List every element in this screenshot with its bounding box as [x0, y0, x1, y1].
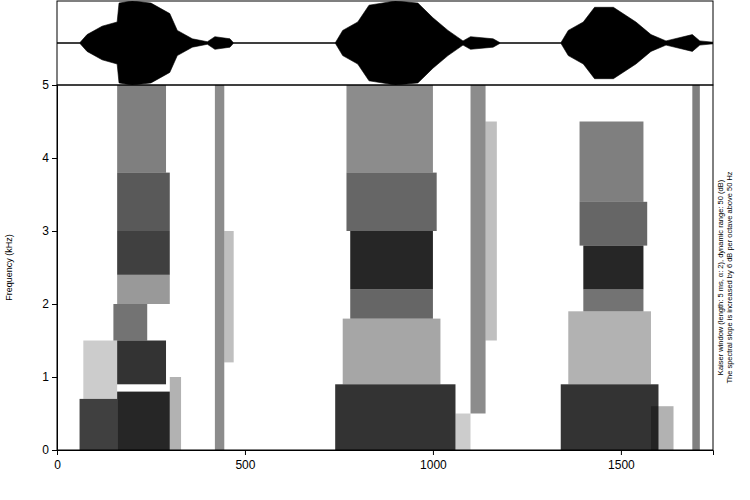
- x-tick-label: 500: [235, 458, 255, 472]
- y-tick: 4: [42, 151, 57, 165]
- spectrogram-cell: [224, 231, 233, 362]
- spectrogram-cell: [117, 341, 166, 385]
- x-tick-mark: [245, 450, 246, 455]
- y-tick-mark: [52, 231, 57, 232]
- y-tick-mark: [52, 304, 57, 305]
- spectrogram-cell: [580, 202, 648, 246]
- spectrogram-cell: [117, 231, 170, 275]
- spectrogram-cell: [692, 85, 700, 450]
- area-panel: [57, 1, 713, 85]
- spectrogram-cell: [561, 384, 659, 450]
- plot-area: [57, 1, 713, 85]
- spectrogram-cell: [335, 384, 455, 450]
- spectrogram-cell: [117, 392, 170, 450]
- y-tick-label: 4: [42, 151, 49, 165]
- spectrogram-cell: [80, 399, 118, 450]
- spectrogram-cell: [583, 289, 643, 311]
- x-tick-mark: [621, 450, 622, 455]
- x-axis: 0 500 1000 1500: [54, 450, 713, 472]
- y-tick-label: 2: [42, 297, 49, 311]
- plot-area: [80, 85, 700, 450]
- spectrogram-cell: [350, 231, 433, 289]
- y-tick-mark: [52, 377, 57, 378]
- spectrogram-cell: [346, 85, 432, 173]
- x-tick: 1500: [608, 450, 635, 472]
- spectrogram-cell: [346, 173, 436, 231]
- spectrogram-cell: [83, 341, 117, 399]
- y-axis: 0 1 2 3 4 5: [42, 78, 57, 457]
- y-tick-label: 3: [42, 224, 49, 238]
- y-axis-line: [52, 86, 58, 451]
- spectrogram-cell: [215, 85, 224, 450]
- x-tick: 0: [54, 450, 61, 472]
- x-tick-label: 1000: [420, 458, 447, 472]
- chart-root: 0 500 1000 1500 0 1 2 3 4 5 Frequency (kHz) Kaiser …: [0, 0, 750, 500]
- heatmap-panel: 0 500 1000 1500 0 1 2 3 4 5 Frequency (kHz) Kaiser …: [4, 78, 734, 471]
- y-tick: 3: [42, 224, 57, 238]
- y-tick-mark: [52, 158, 57, 159]
- spectrogram-cell: [343, 319, 441, 385]
- spectrogram-cell: [568, 311, 651, 384]
- y-tick-label: 1: [42, 370, 49, 384]
- x-axis-line: [58, 451, 714, 456]
- annotation: Kaiser window (length: 5 ms, α: 2), dyna…: [716, 179, 725, 375]
- waveform-envelope: [57, 1, 713, 85]
- x-tick: 1000: [420, 450, 447, 472]
- spectrogram-cell: [117, 275, 170, 304]
- spectrogram-cell: [170, 377, 181, 450]
- spectrogram-cell: [117, 85, 166, 173]
- y-tick-label: 5: [42, 78, 49, 92]
- y-tick-label: 0: [42, 443, 49, 457]
- x-tick-label: 1500: [608, 458, 635, 472]
- spectrogram-cell: [651, 406, 674, 450]
- annotation: The spectral slope is increased by 6 dB …: [725, 171, 734, 383]
- y-tick: 0: [42, 443, 57, 457]
- x-tick: 500: [235, 450, 255, 472]
- plot-frame: [57, 85, 713, 450]
- spectrogram-cell: [350, 289, 433, 318]
- spectrogram-cell: [455, 414, 470, 451]
- y-tick-mark: [52, 85, 57, 86]
- spectrogram-cell: [471, 85, 486, 414]
- spectrogram-cell: [486, 122, 497, 341]
- spectrogram-cell: [113, 304, 147, 341]
- y-tick: 2: [42, 297, 57, 311]
- y-axis-title: Frequency (kHz): [4, 234, 14, 301]
- spectrogram-cell: [117, 173, 170, 231]
- plot-frame: [57, 1, 713, 85]
- y-tick-mark: [52, 450, 57, 451]
- x-tick-label: 0: [54, 458, 61, 472]
- y-tick: 5: [42, 78, 57, 92]
- spectrogram-cell: [583, 246, 643, 290]
- spectrogram-cell: [580, 122, 644, 202]
- x-tick-mark: [433, 450, 434, 455]
- y-tick: 1: [42, 370, 57, 384]
